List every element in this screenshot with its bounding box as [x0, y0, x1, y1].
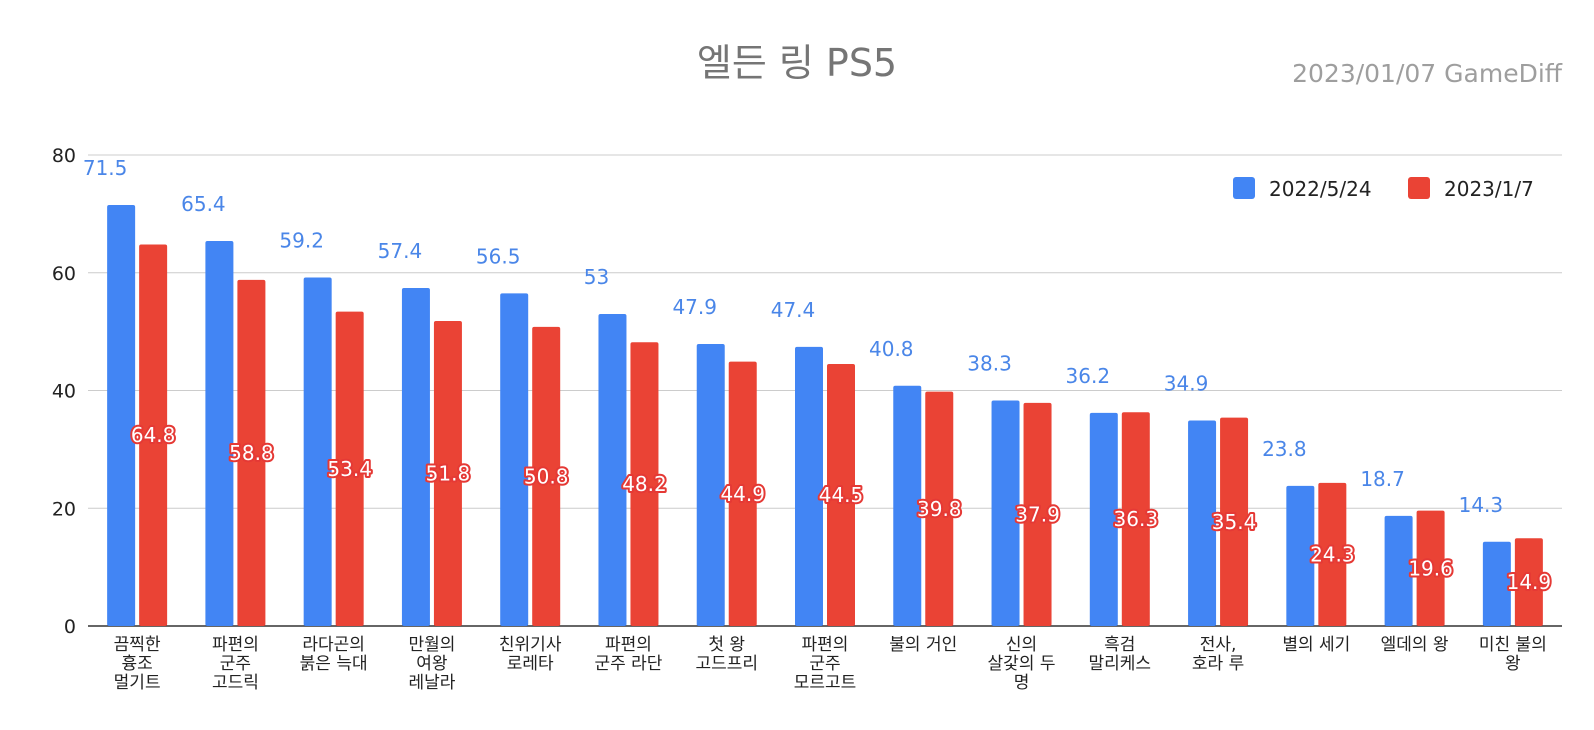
legend: 2022/5/24 2023/1/7 — [1233, 177, 1534, 201]
data-label-series-2: 39.8 — [917, 497, 962, 521]
data-label-series-1: 34.9 — [1164, 372, 1209, 396]
bar-series-1 — [205, 240, 234, 626]
bar-series-2 — [728, 361, 757, 626]
bar-series-1 — [991, 400, 1020, 626]
data-label-series-1: 59.2 — [279, 228, 324, 252]
bar-series-2 — [433, 321, 462, 626]
x-tick-label: 친위기사 로레타 — [499, 635, 562, 674]
x-tick-label: 미친 불의 왕 — [1479, 635, 1547, 674]
x-tick-label: 별의 세기 — [1282, 635, 1350, 655]
bar-series-2 — [1514, 538, 1543, 626]
bar-series-1 — [1089, 412, 1118, 626]
data-label-series-1: 47.9 — [672, 295, 717, 319]
y-axis: 0 20 40 60 80 — [52, 145, 76, 638]
chart-title: 엘든 링 PS5 — [697, 41, 897, 85]
data-label-series-2: 44.5 — [819, 483, 864, 507]
bar-series-1 — [696, 343, 725, 626]
legend-label: 2023/1/7 — [1444, 177, 1534, 201]
bar-series-1 — [1188, 420, 1217, 626]
x-tick-label: 전사, 호라 루 — [1192, 635, 1244, 674]
x-tick-label: 흑검 말리케스 — [1089, 635, 1152, 674]
data-label-series-1: 23.8 — [1262, 437, 1307, 461]
bar-series-2 — [237, 279, 266, 626]
bar-series-2 — [1318, 482, 1347, 626]
bar-series-2 — [1023, 402, 1052, 626]
data-label-series-1: 40.8 — [869, 337, 914, 361]
bar-series-2 — [925, 391, 954, 626]
data-label-series-2: 24.3 — [1310, 542, 1355, 566]
x-tick-label: 첫 왕 고드프리 — [695, 635, 758, 674]
y-tick-label: 80 — [52, 145, 76, 167]
legend-label: 2022/5/24 — [1269, 177, 1372, 201]
bar-series-1 — [1286, 485, 1315, 626]
bar-series-1 — [598, 313, 627, 626]
x-tick-label: 불의 거인 — [889, 635, 957, 655]
data-label-series-1: 47.4 — [771, 298, 816, 322]
x-tick-label: 라다곤의 붉은 늑대 — [300, 635, 368, 674]
x-tick-label: 파편의 군주 모르고트 — [794, 635, 857, 693]
y-tick-label: 60 — [52, 263, 76, 285]
data-labels: 71.5 64.8 65.4 58.8 59.2 53.4 57.4 51.8 56.5 50.8… — [83, 156, 1553, 596]
data-label-series-2: 53.4 — [327, 457, 372, 481]
data-label-series-2: 64.8 — [131, 423, 176, 447]
bar-series-1 — [795, 346, 823, 626]
data-label-series-1: 14.3 — [1459, 493, 1504, 517]
data-label-series-2: 36.3 — [1114, 507, 1159, 531]
data-label-series-2: 37.9 — [1015, 502, 1060, 526]
data-label-series-2: 14.9 — [1507, 570, 1552, 594]
data-label-series-2: 48.2 — [622, 472, 667, 496]
data-label-series-2: 50.8 — [524, 464, 569, 488]
data-label-series-1: 57.4 — [378, 239, 423, 263]
data-label-series-1: 38.3 — [967, 352, 1012, 376]
data-label-series-2: 19.6 — [1408, 556, 1453, 580]
data-label-series-1: 65.4 — [181, 192, 226, 216]
bar-series-2 — [1220, 417, 1249, 626]
x-tick-label: 만월의 여왕 레날라 — [408, 635, 455, 693]
x-tick-label: 엘데의 왕 — [1381, 635, 1449, 655]
data-label-series-1: 36.2 — [1066, 364, 1111, 388]
x-axis: 끔찍한 흉조 멀기트 파편의 군주 고드릭 라다곤의 붉은 늑대 만월의 여왕 레날라 친위기사 로레타… — [114, 635, 1547, 693]
bar-series-1 — [107, 205, 136, 626]
bar-series-1 — [893, 385, 922, 626]
bar-series-1 — [303, 277, 332, 626]
data-label-series-2: 44.9 — [720, 482, 765, 506]
bar-series-1 — [500, 293, 529, 626]
bar-series-2 — [139, 244, 168, 627]
data-label-series-1: 53 — [584, 265, 609, 289]
bar-series-2 — [1121, 412, 1150, 626]
data-label-series-2: 35.4 — [1212, 510, 1257, 534]
y-tick-label: 20 — [52, 498, 76, 520]
data-label-series-1: 56.5 — [476, 244, 521, 268]
bar-series-2 — [630, 342, 659, 626]
gridlines — [88, 154, 1562, 627]
bar-series-2 — [532, 326, 561, 626]
y-tick-label: 0 — [64, 616, 76, 638]
x-tick-label: 끔찍한 흉조 멀기트 — [114, 635, 161, 693]
y-tick-label: 40 — [52, 381, 76, 403]
bar-series-1 — [1384, 515, 1413, 626]
bar-series-1 — [1482, 541, 1511, 626]
bar-series-2 — [827, 364, 855, 626]
bar-series-2 — [1416, 510, 1445, 626]
data-label-series-2: 58.8 — [229, 441, 274, 465]
x-tick-label: 파편의 군주 라단 — [594, 635, 662, 674]
legend-swatch — [1408, 177, 1430, 199]
data-label-series-1: 18.7 — [1360, 467, 1405, 491]
bar-series-1 — [401, 288, 430, 626]
chart-subtitle: 2023/01/07 GameDiff — [1292, 59, 1563, 88]
bars — [107, 205, 1543, 627]
legend-swatch — [1233, 177, 1255, 199]
data-label-series-1: 71.5 — [83, 156, 128, 180]
data-label-series-2: 51.8 — [426, 462, 471, 486]
bar-series-2 — [335, 311, 364, 626]
x-tick-label: 파편의 군주 고드릭 — [212, 635, 259, 693]
